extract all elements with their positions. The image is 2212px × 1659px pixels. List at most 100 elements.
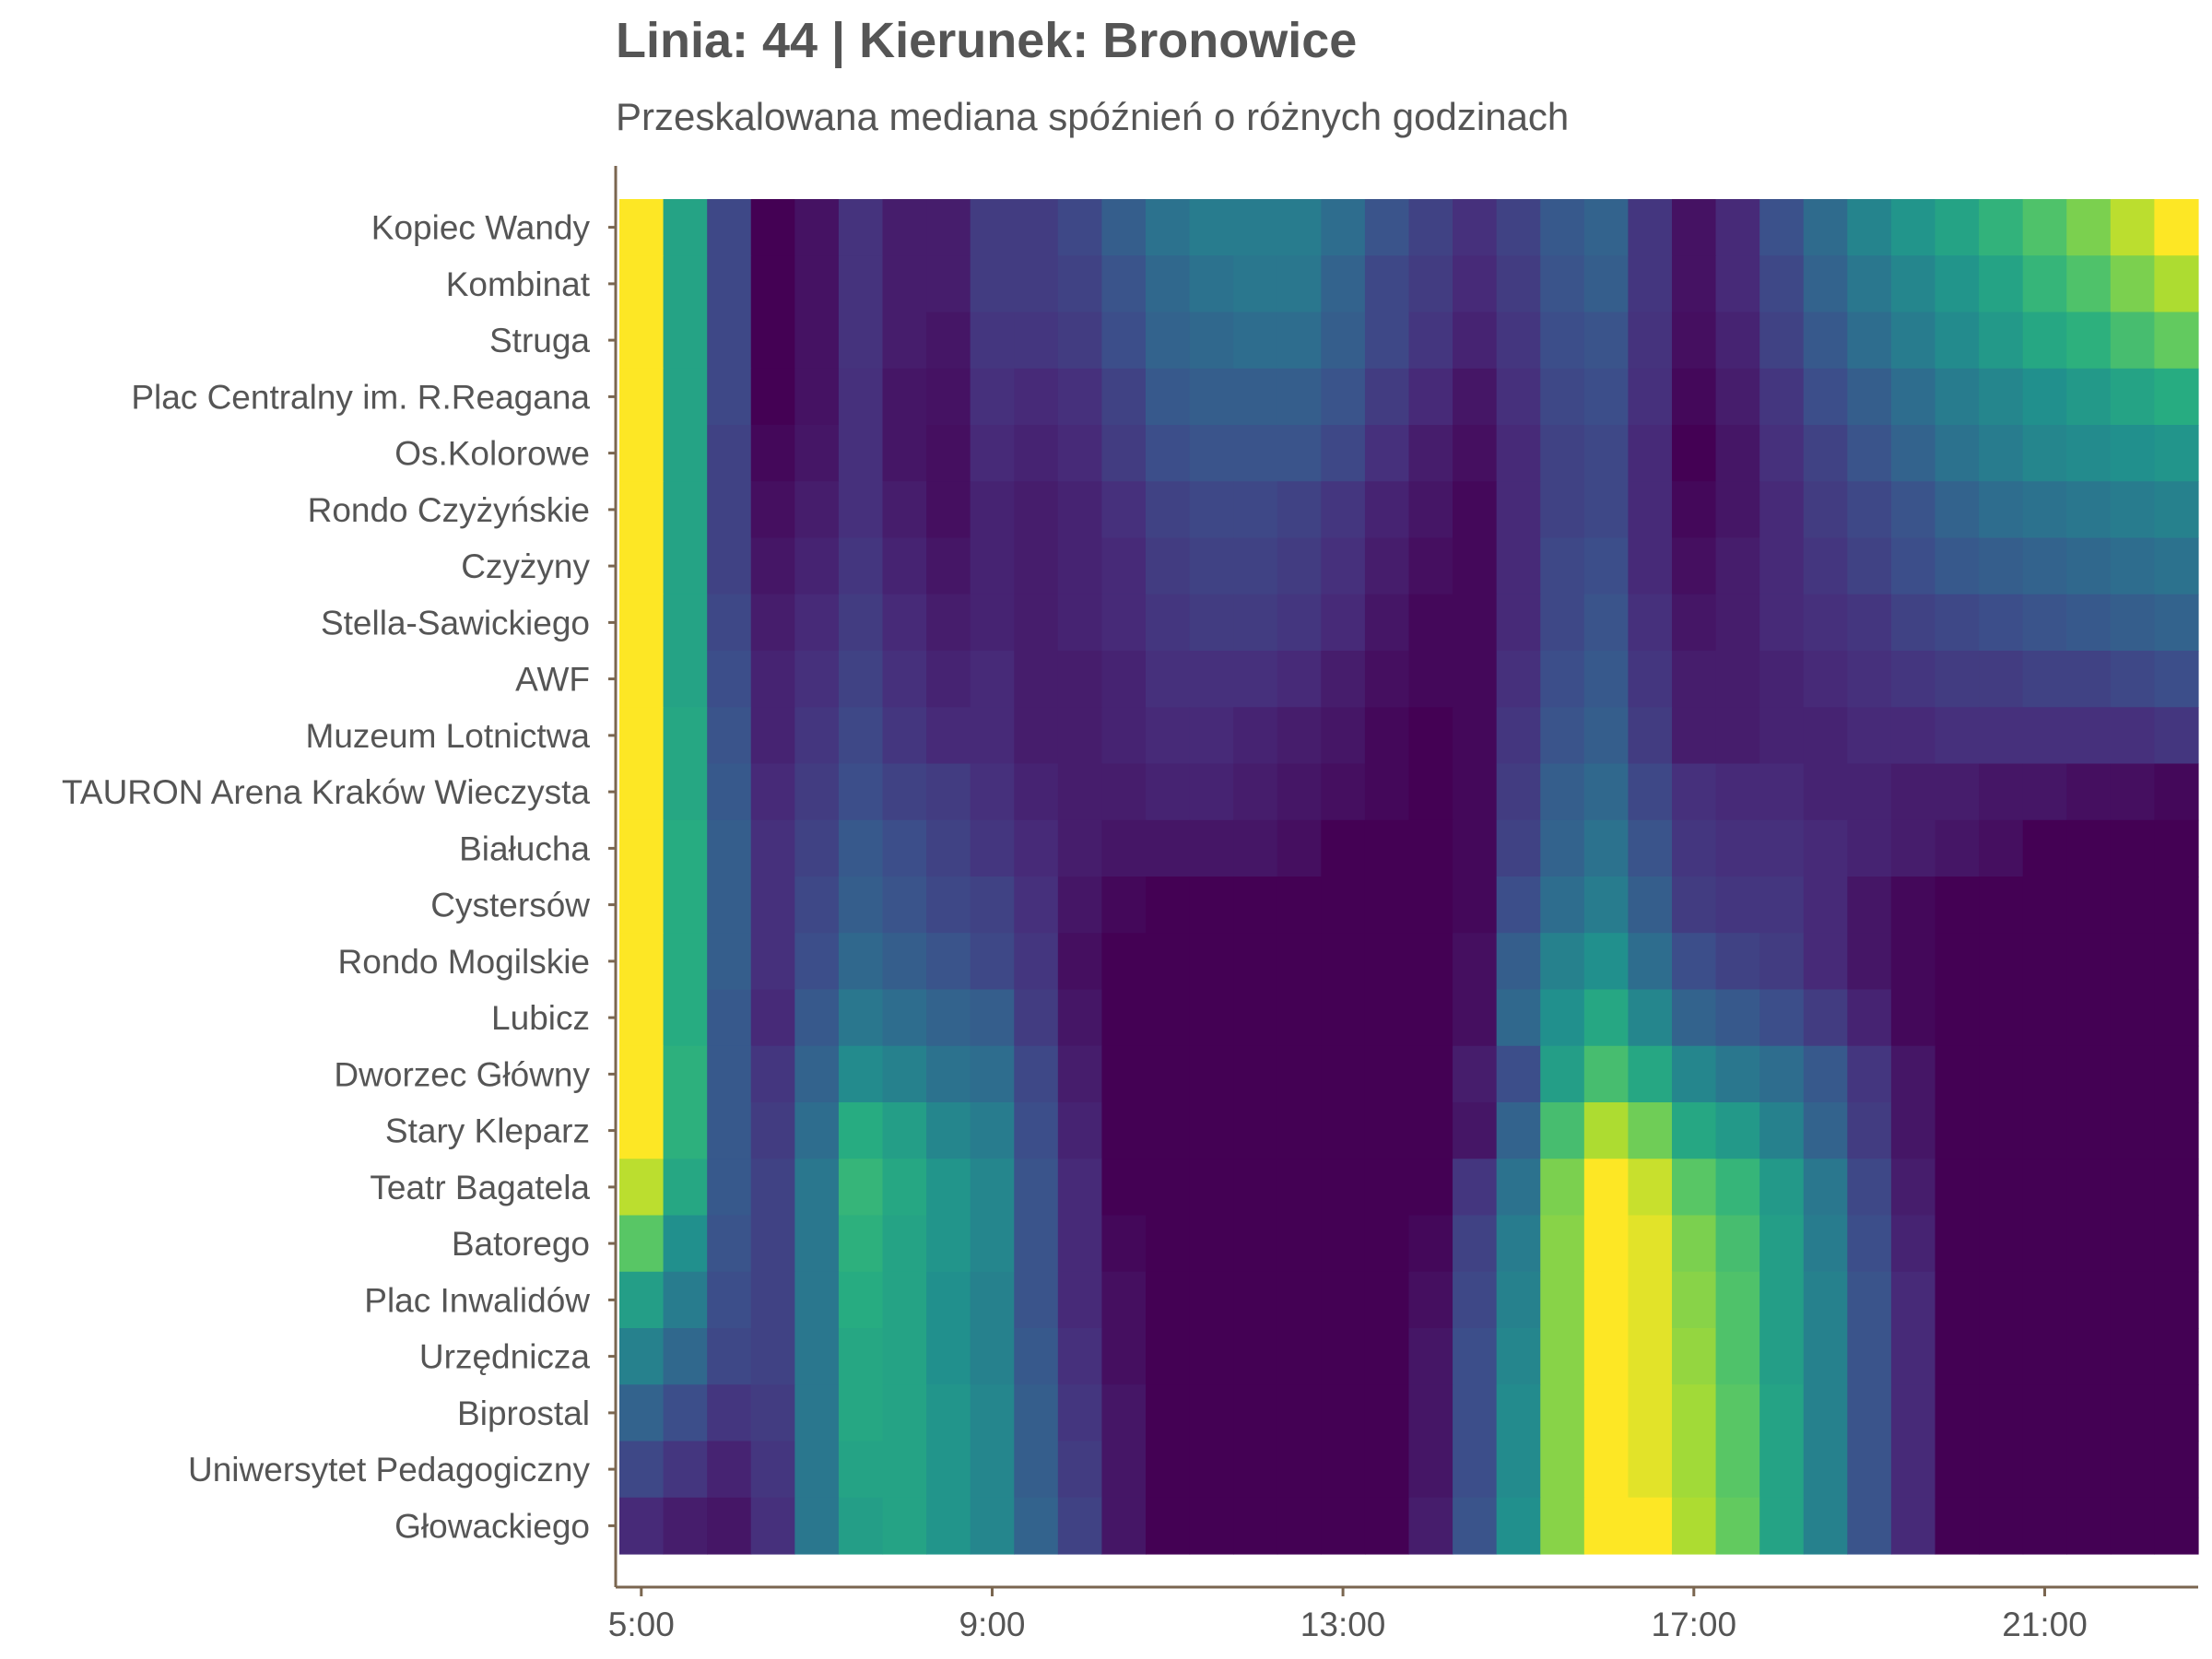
heatmap-cell (2066, 819, 2112, 877)
heatmap-cell (2066, 1271, 2112, 1329)
heatmap-cell (1364, 368, 1410, 426)
heatmap-cell (1408, 425, 1453, 482)
heatmap-cell (794, 763, 840, 821)
heatmap-cell (794, 989, 840, 1047)
heatmap-cell (1189, 425, 1234, 482)
heatmap-cell (2154, 707, 2199, 765)
heatmap-cell (1014, 1497, 1059, 1555)
heatmap-cell (1146, 1159, 1191, 1217)
heatmap-cell (1189, 1271, 1234, 1329)
heatmap-cell (1321, 425, 1366, 482)
heatmap-cell (1146, 1497, 1191, 1555)
heatmap-cell (1057, 199, 1103, 256)
heatmap-cell (1935, 425, 1980, 482)
heatmap-cell (1759, 1159, 1805, 1217)
heatmap-cell (838, 1045, 884, 1103)
heatmap-cell (1672, 481, 1717, 539)
heatmap-cell (1014, 1102, 1059, 1159)
heatmap-cell (1101, 481, 1147, 539)
heatmap-cell (1057, 763, 1103, 821)
heatmap-cell (1277, 1045, 1322, 1103)
heatmap-cell (1496, 481, 1541, 539)
heatmap-cell (2022, 1271, 2067, 1329)
heatmap-cell (750, 1328, 795, 1385)
heatmap-cell (970, 1045, 1015, 1103)
heatmap-cell (1189, 1384, 1234, 1442)
heatmap-cell (1453, 537, 1498, 595)
heatmap-cell (1364, 763, 1410, 821)
heatmap-cell (619, 933, 665, 991)
heatmap-cell (1364, 651, 1410, 708)
heatmap-cell (882, 1328, 927, 1385)
heatmap-cell (1583, 199, 1630, 256)
x-axis-labels: 5:00 9:00 13:00 17:00 21:00 (608, 1587, 2088, 1643)
heatmap-cell (794, 819, 840, 877)
heatmap-cell (1057, 1215, 1103, 1273)
heatmap-cell (1146, 877, 1191, 934)
heatmap-cell (1583, 989, 1630, 1047)
heatmap-cell (2110, 989, 2156, 1047)
heatmap-cell (1453, 1215, 1498, 1273)
heatmap-cell (1189, 1045, 1234, 1103)
heatmap-cell (1057, 1045, 1103, 1103)
heatmap-cell (2066, 1045, 2112, 1103)
heatmap-cell (2022, 1102, 2067, 1159)
heatmap-cell (1935, 707, 1980, 765)
heatmap-cell (2110, 819, 2156, 877)
heatmap-cell (750, 1497, 795, 1555)
heatmap-cell (1672, 425, 1717, 482)
heatmap-cell (1672, 707, 1717, 765)
heatmap-cell (1364, 1102, 1410, 1159)
heatmap-cell (1101, 1215, 1147, 1273)
heatmap-cell (1715, 1497, 1760, 1555)
heatmap-cell (1979, 707, 2024, 765)
heatmap-cell (970, 1384, 1015, 1442)
heatmap-cell (2110, 1102, 2156, 1159)
heatmap-cell (1759, 707, 1805, 765)
heatmap-cell (1057, 707, 1103, 765)
heatmap-cell (970, 1328, 1015, 1385)
heatmap-cell (750, 989, 795, 1047)
heatmap-cell (1540, 819, 1585, 877)
heatmap-cell (970, 255, 1015, 313)
heatmap-cell (1583, 425, 1630, 482)
heatmap-cell (1672, 594, 1717, 652)
heatmap-cell (2022, 1045, 2067, 1103)
heatmap-cell (1057, 594, 1103, 652)
heatmap-cell (1715, 989, 1760, 1047)
heatmap-cell (1014, 933, 1059, 991)
heatmap-cell (882, 763, 927, 821)
heatmap-cell (1803, 1159, 1848, 1217)
heatmap-cell (750, 537, 795, 595)
heatmap-cell (2022, 1497, 2067, 1555)
heatmap-cell (1935, 199, 1980, 256)
heatmap-cell (1496, 1045, 1541, 1103)
heatmap-cell (1847, 989, 1892, 1047)
heatmap-cell (1979, 368, 2024, 426)
heatmap-cell (1277, 481, 1322, 539)
heatmap-cell (794, 537, 840, 595)
x-tick-label: 13:00 (1300, 1606, 1386, 1643)
heatmap-cell (1890, 763, 1936, 821)
heatmap-cell (1364, 481, 1410, 539)
heatmap-cell (1014, 1045, 1059, 1103)
heatmap-cell (1364, 1045, 1410, 1103)
heatmap-cell (1890, 481, 1936, 539)
heatmap-cell (1672, 763, 1717, 821)
heatmap-cell (1408, 1441, 1453, 1499)
heatmap-cell (1715, 763, 1760, 821)
heatmap-cell (1189, 312, 1234, 370)
heatmap-cell (1715, 1384, 1760, 1442)
heatmap-cell (794, 1215, 840, 1273)
heatmap-cell (1496, 594, 1541, 652)
heatmap-cell (1628, 199, 1673, 256)
heatmap-cell (1803, 1271, 1848, 1329)
heatmap-cell (1803, 1384, 1848, 1442)
heatmap-cell (1890, 199, 1936, 256)
heatmap-cell (1321, 1159, 1366, 1217)
heatmap-cell (1453, 763, 1498, 821)
heatmap-cell (750, 1271, 795, 1329)
heatmap-cell (1759, 1328, 1805, 1385)
heatmap-cell (2066, 481, 2112, 539)
heatmap-cell (1321, 707, 1366, 765)
